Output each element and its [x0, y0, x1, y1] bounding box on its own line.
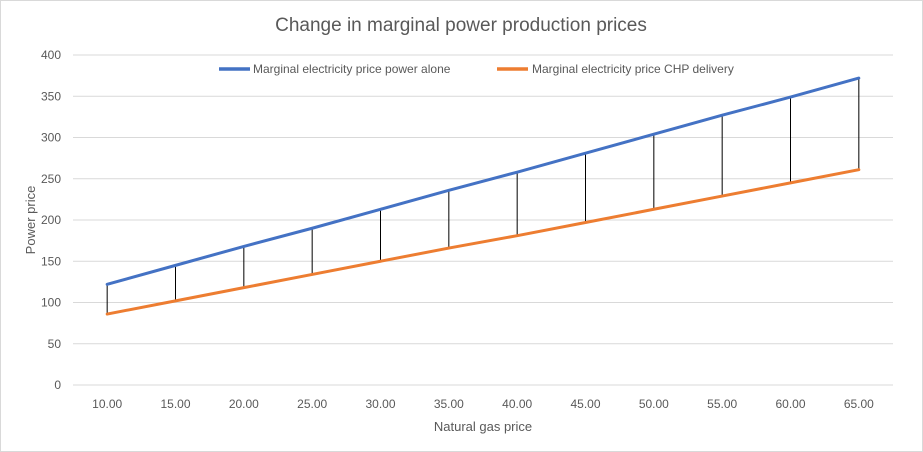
x-axis-label: Natural gas price [434, 419, 532, 434]
y-tick-label: 0 [54, 378, 61, 392]
x-tick-label: 65.00 [844, 397, 874, 411]
y-tick-label: 150 [41, 254, 61, 268]
y-axis-label: Power price [23, 186, 38, 255]
x-tick-label: 25.00 [297, 397, 327, 411]
x-tick-label: 40.00 [502, 397, 532, 411]
series-line-chp-delivery [105, 168, 861, 316]
x-tick-label: 55.00 [707, 397, 737, 411]
y-tick-label: 200 [41, 213, 61, 227]
y-tick-label: 400 [41, 48, 61, 62]
chart-title: Change in marginal power production pric… [275, 15, 647, 36]
legend-label-power-alone: Marginal electricity price power alone [253, 62, 451, 76]
high-low-lines [106, 78, 860, 315]
legend: Marginal electricity price power alone M… [219, 62, 734, 76]
x-axis-tick-labels: 10.00 15.00 20.00 25.00 30.00 35.00 40.00 45.00… [92, 397, 874, 411]
x-tick-label: 60.00 [775, 397, 805, 411]
y-tick-label: 50 [48, 337, 62, 351]
series-lines [105, 76, 861, 316]
y-tick-label: 250 [41, 172, 61, 186]
x-tick-label: 50.00 [639, 397, 669, 411]
series-line-power-alone [105, 76, 861, 286]
x-tick-label: 45.00 [570, 397, 600, 411]
y-tick-label: 300 [41, 131, 61, 145]
x-tick-label: 20.00 [229, 397, 259, 411]
x-tick-label: 10.00 [92, 397, 122, 411]
x-tick-label: 30.00 [365, 397, 395, 411]
x-tick-label: 15.00 [160, 397, 190, 411]
gridlines [73, 54, 893, 386]
legend-label-chp-delivery: Marginal electricity price CHP delivery [532, 62, 734, 76]
y-tick-label: 100 [41, 296, 61, 310]
x-tick-label: 35.00 [434, 397, 464, 411]
y-tick-label: 350 [41, 89, 61, 103]
y-axis-tick-labels: 0 50 100 150 200 250 300 350 400 [41, 48, 61, 392]
